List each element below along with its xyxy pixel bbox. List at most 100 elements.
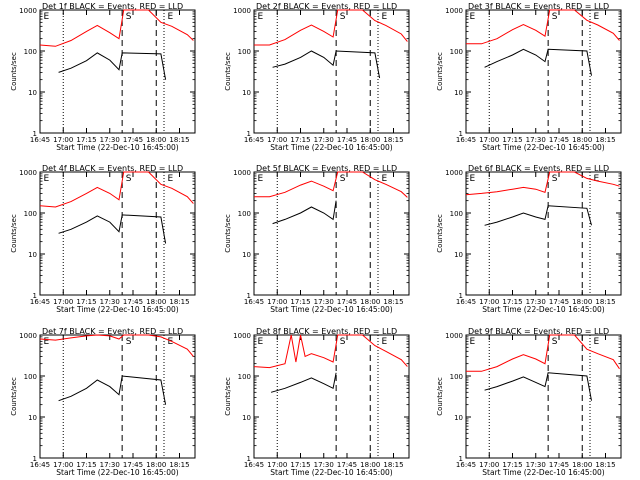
y-tick-label: 1000 — [233, 332, 251, 340]
y-tick-label: 10 — [454, 251, 463, 259]
plot-frame — [465, 334, 622, 459]
x-tick-label: 18:00 — [572, 136, 592, 144]
x-tick-label: 17:45 — [337, 136, 357, 144]
plot-frame — [253, 334, 410, 459]
x-tick-label: 17:00 — [479, 298, 499, 306]
x-tick-label: 16:45 — [30, 461, 50, 469]
series-events-black — [58, 375, 167, 405]
series-lld-red — [254, 171, 408, 198]
marker-label: E — [258, 12, 264, 22]
y-axis-label: Counts/sec — [436, 377, 444, 416]
plot-frame — [465, 171, 622, 296]
y-axis-label: Counts/sec — [224, 377, 232, 416]
marker-label: E — [470, 12, 476, 22]
plot-frame — [39, 334, 196, 459]
x-axis-label: Start Time (22-Dec-10 16:45:00) — [270, 468, 392, 477]
x-tick-label: 16:45 — [456, 298, 476, 306]
x-axis-label: Start Time (22-Dec-10 16:45:00) — [482, 468, 604, 477]
panel-title: Det 9f BLACK = Events, RED = LLD — [468, 327, 609, 336]
marker-label: E — [470, 174, 476, 184]
panel-det-8: Det 8f BLACK = Events, RED = LLD 1 10 100 10… — [224, 327, 410, 477]
x-tick-label: 17:45 — [549, 136, 569, 144]
x-tick-label: 17:00 — [267, 461, 287, 469]
panel-title: Det 7f BLACK = Events, RED = LLD — [42, 327, 183, 336]
plot-frame — [39, 9, 196, 134]
x-tick-label: 17:45 — [123, 298, 143, 306]
x-tick-label: 18:15 — [169, 461, 189, 469]
marker-label: E — [168, 12, 174, 22]
x-tick-label: 17:15 — [502, 298, 522, 306]
marker-label: E — [594, 337, 600, 347]
x-tick-label: 17:00 — [53, 298, 73, 306]
panel-det-6: Det 6f BLACK = Events, RED = LLD 1 10 100 10… — [436, 164, 622, 314]
x-tick-label: 16:45 — [456, 136, 476, 144]
x-axis-label: Start Time (22-Dec-10 16:45:00) — [56, 305, 178, 314]
y-tick-label: 10 — [28, 414, 37, 422]
x-tick-label: 17:45 — [123, 136, 143, 144]
panel-title: Det 2f BLACK = Events, RED = LLD — [256, 2, 397, 11]
marker-label: E — [44, 174, 50, 184]
panel-title: Det 6f BLACK = Events, RED = LLD — [468, 164, 609, 173]
panel-det-5: Det 5f BLACK = Events, RED = LLD 1 10 100 10… — [224, 164, 410, 314]
y-tick-label: 10 — [28, 89, 37, 97]
series-lld-red — [466, 334, 620, 372]
x-tick-label: 16:45 — [30, 136, 50, 144]
y-axis-label: Counts/sec — [224, 214, 232, 253]
marker-label: S — [340, 174, 346, 184]
x-tick-label: 17:45 — [337, 461, 357, 469]
marker-label: S — [552, 337, 558, 347]
y-axis-label: Counts/sec — [10, 52, 18, 91]
x-tick-label: 16:45 — [244, 461, 264, 469]
series-events-black — [272, 200, 337, 225]
marker-label: S — [126, 12, 132, 22]
marker-label: E — [168, 337, 174, 347]
x-tick-label: 18:00 — [572, 461, 592, 469]
x-tick-label: 16:45 — [456, 461, 476, 469]
y-axis-label: Counts/sec — [10, 214, 18, 253]
panel-det-2: Det 2f BLACK = Events, RED = LLD 1 10 100 10… — [224, 2, 410, 152]
y-tick-label: 10 — [454, 414, 463, 422]
y-tick-label: 100 — [24, 373, 37, 381]
y-tick-label: 100 — [238, 210, 251, 218]
y-tick-label: 100 — [24, 210, 37, 218]
panel-title: Det 3f BLACK = Events, RED = LLD — [468, 2, 609, 11]
y-tick-label: 100 — [450, 210, 463, 218]
x-tick-label: 17:45 — [337, 298, 357, 306]
x-tick-label: 18:15 — [383, 136, 403, 144]
panel-title: Det 1f BLACK = Events, RED = LLD — [42, 2, 183, 11]
y-tick-label: 1 — [33, 130, 37, 138]
series-lld-red — [465, 171, 620, 196]
y-tick-label: 1 — [33, 455, 37, 463]
x-tick-label: 17:15 — [290, 136, 310, 144]
y-tick-label: 10 — [242, 414, 251, 422]
marker-label: S — [552, 174, 558, 184]
plot-frame — [39, 171, 196, 296]
y-tick-label: 1000 — [233, 7, 251, 15]
x-tick-label: 17:15 — [76, 461, 96, 469]
x-tick-label: 16:45 — [30, 298, 50, 306]
series-events-black — [272, 50, 381, 79]
y-tick-label: 1 — [459, 130, 463, 138]
x-tick-label: 17:30 — [100, 136, 120, 144]
y-axis-label: Counts/sec — [10, 377, 18, 416]
x-tick-label: 18:15 — [383, 461, 403, 469]
x-tick-label: 17:00 — [53, 136, 73, 144]
marker-label: E — [168, 174, 174, 184]
panel-det-3: Det 3f BLACK = Events, RED = LLD 1 10 100 10… — [436, 2, 622, 152]
x-axis-label: Start Time (22-Dec-10 16:45:00) — [270, 143, 392, 152]
x-tick-label: 17:15 — [502, 461, 522, 469]
marker-label: E — [382, 174, 388, 184]
x-tick-label: 18:15 — [595, 136, 615, 144]
x-axis-label: Start Time (22-Dec-10 16:45:00) — [56, 143, 178, 152]
x-tick-label: 17:15 — [290, 461, 310, 469]
series-events-black — [58, 214, 167, 244]
marker-label: E — [382, 12, 388, 22]
marker-label: E — [44, 12, 50, 22]
y-axis-label: Counts/sec — [436, 52, 444, 91]
y-tick-label: 1000 — [445, 169, 463, 177]
x-tick-label: 17:30 — [526, 136, 546, 144]
y-tick-label: 1000 — [19, 169, 37, 177]
y-tick-label: 1 — [459, 455, 463, 463]
x-tick-label: 17:30 — [100, 461, 120, 469]
